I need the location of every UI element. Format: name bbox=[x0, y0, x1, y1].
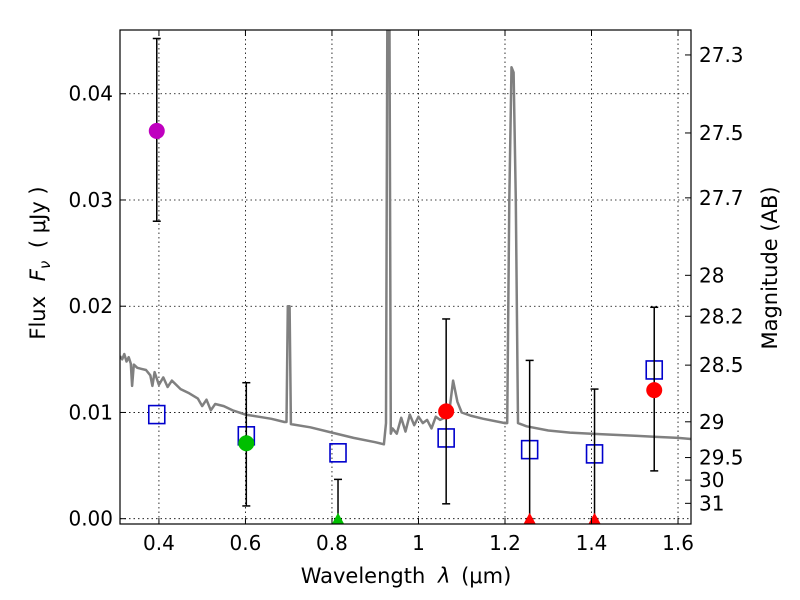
y2-tick-label: 27.3 bbox=[699, 43, 744, 67]
y2-tick-label: 28.2 bbox=[699, 304, 744, 328]
y-tick-label: 0.04 bbox=[68, 82, 113, 106]
observed-upper-limit bbox=[332, 512, 345, 524]
observed-upper-limit bbox=[588, 512, 601, 524]
y-tick-label: 0.02 bbox=[68, 294, 113, 318]
model-photometry-square bbox=[329, 443, 347, 463]
observed-point bbox=[438, 403, 455, 420]
marks-layer bbox=[147, 37, 664, 524]
plot-area bbox=[120, 30, 691, 524]
y-axis-label: Flux Fν ( μJy ) bbox=[26, 186, 55, 339]
x-axis-label-text: Wavelength bbox=[301, 564, 426, 588]
x-tick-label: 0.6 bbox=[230, 531, 262, 555]
sed-curve bbox=[120, 30, 691, 446]
x-axis-label-unit: (μm) bbox=[461, 564, 511, 588]
y2-tick-label: 28.5 bbox=[699, 353, 744, 377]
y2-axis-label: Magnitude (AB) bbox=[758, 186, 782, 349]
x-tick-label: 1 bbox=[412, 531, 425, 555]
y-axis: 0.00 0.01 0.02 0.03 0.04 bbox=[68, 82, 126, 531]
observed-point bbox=[148, 122, 165, 139]
y-tick-label: 0.03 bbox=[68, 188, 113, 212]
x-axis: 0.4 0.6 0.8 1 1.2 1.4 1.6 bbox=[143, 30, 694, 555]
y2-tick-label: 28 bbox=[699, 263, 724, 287]
x-tick-label: 1.2 bbox=[489, 531, 521, 555]
observed-point bbox=[646, 382, 663, 399]
y2-tick-label: 27.7 bbox=[699, 186, 744, 210]
y-axis-label-unit: ( μJy ) bbox=[26, 186, 50, 248]
y-axis-label-text: Flux bbox=[26, 296, 50, 340]
observed-point bbox=[238, 435, 255, 452]
y2-tick-label: 29 bbox=[699, 410, 724, 434]
x-axis-label: Wavelength λ (μm) bbox=[301, 564, 512, 588]
y-tick-label: 0.00 bbox=[68, 507, 113, 531]
x-tick-label: 1.4 bbox=[576, 531, 608, 555]
model-photometry-square bbox=[147, 404, 166, 425]
y-axis-label-symbol: F bbox=[26, 268, 50, 281]
y-axis-label-subscript: ν bbox=[36, 261, 54, 269]
plot-frame bbox=[119, 29, 692, 525]
y2-tick-label: 30 bbox=[699, 468, 724, 492]
x-tick-label: 0.8 bbox=[316, 531, 348, 555]
grid-lines bbox=[120, 30, 691, 524]
x-tick-label: 0.4 bbox=[143, 531, 175, 555]
observed-upper-limit bbox=[523, 512, 536, 524]
sed-layer bbox=[120, 30, 691, 446]
x-axis-label-symbol: λ bbox=[437, 564, 450, 588]
y-tick-label: 0.01 bbox=[68, 400, 113, 424]
y2-tick-label: 29.5 bbox=[699, 446, 744, 470]
y2-tick-label: 31 bbox=[699, 491, 724, 515]
y2-tick-label: 27.5 bbox=[699, 121, 744, 145]
x-tick-label: 1.6 bbox=[662, 531, 694, 555]
